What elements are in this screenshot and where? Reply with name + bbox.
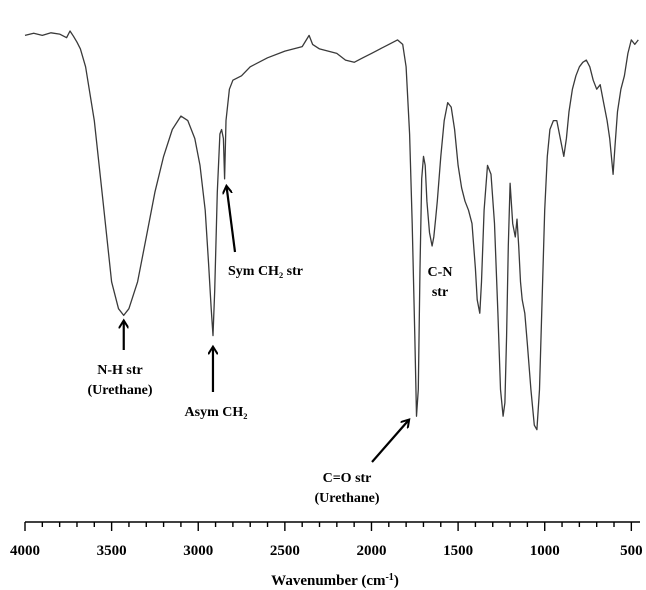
arrow-sym-ch2 xyxy=(227,187,237,253)
x-axis-ticks xyxy=(24,522,633,531)
annotation-asym-ch2: Asym CH₂ xyxy=(185,348,248,420)
spectrum-line xyxy=(24,30,639,431)
x-tick-label: 500 xyxy=(620,543,643,559)
annotation-cn-str: C-N str xyxy=(428,265,453,300)
x-tick-label: 1000 xyxy=(530,543,560,559)
annotation-co-line2: (Urethane) xyxy=(314,491,379,506)
x-tick-label: 3500 xyxy=(97,543,127,559)
arrow-co xyxy=(371,420,409,463)
x-tick-label: 3000 xyxy=(183,543,213,559)
annotation-nh-str: N-H str (Urethane) xyxy=(87,321,153,398)
x-tick-label: 1500 xyxy=(443,543,473,559)
annotation-cn-line2: str xyxy=(432,285,448,300)
annotation-asym-ch2-label: Asym CH₂ xyxy=(185,405,248,420)
annotation-nh-line2: (Urethane) xyxy=(87,383,152,398)
x-tick-label: 2500 xyxy=(270,543,300,559)
x-axis-title: Wavenumber (cm-1) xyxy=(271,572,399,589)
annotation-sym-ch2: Sym CH₂ str xyxy=(227,187,303,279)
x-axis-tick-labels: 4000 3500 3000 2500 2000 1500 1000 500 xyxy=(10,543,643,559)
annotation-co-str: C=O str (Urethane) xyxy=(314,420,408,506)
annotation-nh-line1: N-H str xyxy=(97,363,143,378)
annotation-cn-line1: C-N xyxy=(428,265,453,280)
annotation-sym-ch2-label: Sym CH₂ str xyxy=(228,264,303,279)
x-tick-label: 2000 xyxy=(356,543,386,559)
x-tick-label: 4000 xyxy=(10,543,40,559)
annotation-co-line1: C=O str xyxy=(323,471,372,486)
